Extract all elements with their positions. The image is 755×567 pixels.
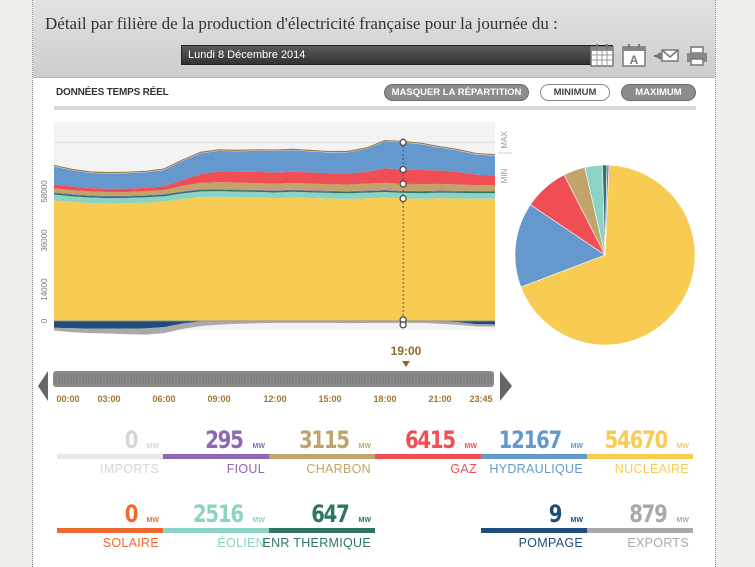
calendar-icon[interactable] — [589, 42, 615, 68]
stat-unit: MW — [676, 443, 689, 450]
timeline-tick-label: 15:00 — [318, 394, 341, 404]
stat-label: HYDRAULIQUE — [489, 462, 583, 476]
y-tick-label: 14000 — [40, 278, 49, 301]
time-cursor-handle[interactable] — [402, 361, 410, 367]
stat-unit: MW — [570, 443, 583, 450]
stat-color-bar — [57, 454, 163, 459]
area-eolien — [54, 191, 495, 204]
area-pompage — [54, 320, 495, 329]
distribution-pie-chart — [514, 164, 696, 346]
cursor-marker — [399, 138, 407, 147]
timeline-tick-label: 06:00 — [152, 394, 175, 404]
stat-color-bar — [481, 528, 587, 533]
header-bar: Détail par filière de la production d'él… — [33, 0, 715, 78]
area-exports — [54, 320, 495, 335]
y-tick-label: 58000 — [40, 180, 49, 203]
pie-slice-fioul — [604, 164, 610, 256]
min-label: MIN — [500, 168, 509, 183]
current-time-label: 19:00 — [391, 344, 422, 358]
stat-label: SOLAIRE — [102, 536, 159, 550]
timeline-prev-icon[interactable] — [38, 371, 48, 401]
stat-value: 3115 — [299, 426, 350, 454]
stat-value: 295 — [205, 426, 245, 454]
cursor-marker — [399, 194, 407, 203]
timeline-tick-label: 21:00 — [428, 394, 451, 404]
timeline-tick-label: 09:00 — [207, 394, 230, 404]
stat-label: GAZ — [450, 462, 477, 476]
stat-label: CHARBON — [306, 462, 371, 476]
svg-text:A: A — [630, 53, 639, 67]
stat-color-bar — [587, 454, 693, 459]
stat-value: 879 — [629, 500, 669, 528]
email-icon[interactable] — [653, 42, 679, 68]
toolbar-divider — [54, 106, 696, 110]
stat-label: EXPORTS — [627, 536, 689, 550]
calendar-a-icon[interactable]: A — [621, 42, 647, 68]
stat-label: NUCLÉAIRE — [614, 462, 689, 476]
timeline-slider[interactable]: 00:00 03:00 06:00 09:00 12:00 15:00 18:00 21:00… — [36, 340, 516, 410]
stat-unit: MW — [146, 517, 159, 524]
timeline-next-icon[interactable] — [500, 371, 512, 401]
stat-label: POMPAGE — [518, 536, 583, 550]
timeline-tick-label: 18:00 — [373, 394, 396, 404]
area-charbon — [54, 182, 495, 196]
stat-value: 0 — [124, 500, 139, 528]
pie-slice-nucleaire — [520, 164, 696, 346]
stat-label: ÉOLIEN — [217, 536, 265, 550]
timeline-tick-label: 03:00 — [97, 394, 120, 404]
cursor-marker — [399, 180, 407, 188]
stat-unit: MW — [358, 517, 371, 524]
y-tick-label: 0 — [40, 318, 49, 323]
stat-color-bar — [375, 454, 481, 459]
hide-distribution-button[interactable]: MASQUER LA RÉPARTITION — [384, 84, 529, 101]
max-label: MAX — [500, 131, 509, 149]
pie-slice-hydraulique — [514, 204, 606, 288]
stat-unit: MW — [252, 443, 265, 450]
minimum-button[interactable]: MINIMUM — [540, 84, 610, 101]
area-nucleaire — [54, 196, 495, 321]
stat-label: ENR THERMIQUE — [262, 536, 371, 550]
stat-value: 9 — [548, 500, 563, 528]
stat-value: 2516 — [193, 500, 244, 528]
area-fioul — [54, 189, 495, 197]
stat-unit: MW — [464, 443, 477, 450]
page-title: Détail par filière de la production d'él… — [45, 14, 558, 33]
print-icon[interactable] — [684, 42, 710, 68]
area-hydraulique — [54, 141, 495, 189]
date-select-value: Lundi 8 Décembre 2014 — [188, 49, 306, 61]
stat-color-bar — [587, 528, 693, 533]
stat-value: 647 — [311, 500, 351, 528]
maximum-button[interactable]: MAXIMUM — [621, 84, 696, 101]
stat-color-bar — [57, 528, 163, 533]
stat-color-bar — [163, 528, 269, 533]
stat-unit: MW — [146, 443, 159, 450]
area-enr — [54, 189, 495, 199]
stat-unit: MW — [676, 517, 689, 524]
y-tick-label: 36000 — [40, 229, 49, 252]
timeline-track[interactable] — [53, 371, 494, 387]
timeline-tick-label: 23:45 — [469, 394, 492, 404]
stat-label: FIOUL — [226, 462, 265, 476]
stat-unit: MW — [252, 517, 265, 524]
stat-value: 6415 — [405, 426, 456, 454]
stat-value: 0 — [124, 426, 139, 454]
stat-color-bar — [163, 454, 269, 459]
timeline-tick-label: 00:00 — [56, 394, 79, 404]
stat-value: 54670 — [604, 426, 669, 454]
cursor-marker — [399, 321, 407, 329]
stat-color-bar — [269, 454, 375, 459]
stat-color-bar — [481, 454, 587, 459]
date-select[interactable]: Lundi 8 Décembre 2014 ▼ — [181, 45, 613, 65]
realtime-label: DONNÉES TEMPS RÉEL — [56, 87, 169, 98]
stat-label: IMPORTS — [100, 462, 159, 476]
stat-unit: MW — [570, 517, 583, 524]
timeline-tick-label: 12:00 — [263, 394, 286, 404]
stat-value: 12167 — [498, 426, 563, 454]
production-area-chart[interactable]: 0 14000 36000 58000 MAX MIN — [36, 120, 516, 335]
total-outline — [53, 140, 496, 174]
cursor-marker — [399, 165, 407, 174]
stat-color-bar — [269, 528, 375, 533]
stat-unit: MW — [358, 443, 371, 450]
